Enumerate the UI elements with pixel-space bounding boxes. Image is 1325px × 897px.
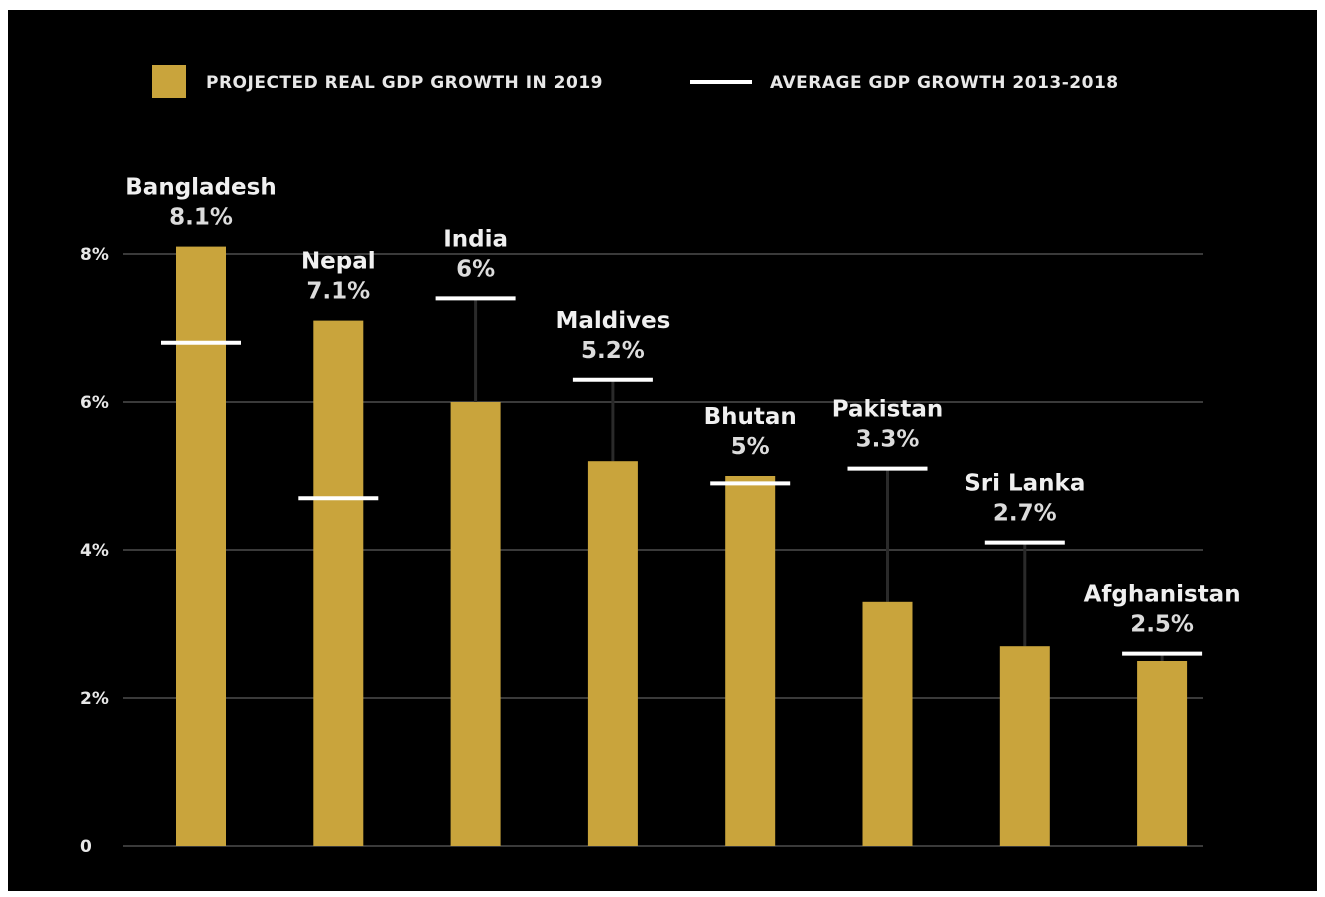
bar-pakistan (862, 601, 913, 846)
bar-bangladesh (176, 246, 226, 847)
y-tick-label: 4% (80, 541, 109, 561)
average-stems (474, 298, 1164, 661)
legend: PROJECTED REAL GDP GROWTH IN 2019 AVERAG… (152, 65, 1119, 98)
value-label: 3.3% (856, 427, 920, 453)
country-label: Bhutan (704, 404, 797, 430)
country-label: Pakistan (832, 397, 944, 423)
value-label: 6% (456, 256, 495, 282)
value-label: 5.2% (581, 338, 645, 364)
country-label: Sri Lanka (964, 471, 1085, 497)
y-tick-label: 8% (80, 245, 109, 265)
country-label: Afghanistan (1084, 582, 1241, 608)
bar-india (450, 402, 501, 846)
legend-bar-label: PROJECTED REAL GDP GROWTH IN 2019 (206, 73, 603, 93)
bar-afghanistan (1137, 661, 1188, 846)
value-label: 8.1% (169, 205, 233, 231)
value-label: 7.1% (306, 279, 370, 305)
bar-maldives (587, 461, 638, 846)
bar-sri-lanka (999, 646, 1050, 846)
bar-bhutan (725, 476, 776, 846)
gdp-growth-chart: 0 2% 4% 6% 8% Bangladesh 8.1% Nepal 7.1% India 6%… (80, 65, 1241, 857)
country-label: Maldives (555, 308, 670, 334)
y-tick-label: 6% (80, 393, 109, 413)
legend-bar-swatch (152, 65, 186, 98)
y-axis-ticks: 0 2% 4% 6% 8% (80, 245, 109, 857)
value-label: 5% (731, 434, 770, 460)
bar-nepal (313, 320, 364, 847)
bar-labels: Bangladesh 8.1% Nepal 7.1% India 6% Maldives 5.… (125, 175, 1240, 638)
y-tick-label: 0 (80, 837, 92, 857)
value-label: 2.7% (993, 501, 1057, 527)
average-markers (161, 296, 1203, 656)
country-label: India (443, 226, 508, 252)
legend-line-label: AVERAGE GDP GROWTH 2013-2018 (770, 73, 1119, 93)
bars (176, 246, 1188, 847)
country-label: Bangladesh (125, 175, 276, 201)
value-label: 2.5% (1130, 612, 1194, 638)
y-tick-label: 2% (80, 689, 109, 709)
country-label: Nepal (301, 249, 376, 275)
chart-frame: 0 2% 4% 6% 8% Bangladesh 8.1% Nepal 7.1% India 6%… (8, 10, 1317, 891)
